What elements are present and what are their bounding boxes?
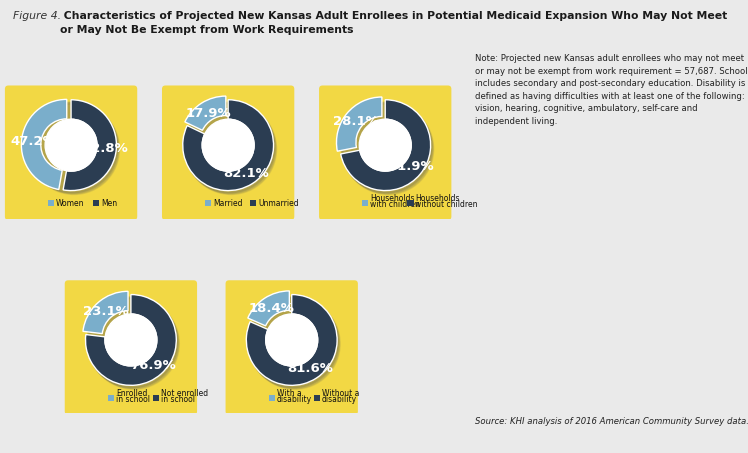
Text: Men: Men [101, 199, 117, 208]
Text: 28.1%: 28.1% [333, 115, 379, 128]
Text: disability: disability [322, 395, 357, 404]
Circle shape [202, 119, 254, 171]
Text: Married: Married [213, 199, 242, 208]
FancyBboxPatch shape [65, 280, 197, 415]
Circle shape [88, 298, 179, 388]
Text: Without a: Without a [322, 389, 359, 398]
Text: 23.1%: 23.1% [83, 305, 129, 318]
Text: Households: Households [370, 194, 414, 203]
Circle shape [27, 102, 117, 193]
Circle shape [342, 103, 433, 193]
Wedge shape [340, 100, 431, 191]
Text: 47.2%: 47.2% [10, 135, 56, 148]
Circle shape [185, 103, 276, 193]
Text: 81.6%: 81.6% [287, 361, 333, 375]
Text: disability: disability [277, 395, 312, 404]
Circle shape [45, 119, 97, 171]
Bar [269, 395, 275, 401]
Text: without children: without children [415, 200, 478, 209]
Circle shape [359, 119, 411, 171]
Text: 18.4%: 18.4% [248, 302, 294, 315]
Bar [251, 200, 257, 207]
Text: With a: With a [277, 389, 301, 398]
FancyBboxPatch shape [162, 86, 294, 220]
Text: 82.1%: 82.1% [223, 167, 269, 180]
Circle shape [88, 299, 180, 389]
Text: Source: KHI analysis of 2016 American Community Survey data.: Source: KHI analysis of 2016 American Co… [475, 417, 748, 426]
Wedge shape [83, 291, 128, 333]
Circle shape [186, 104, 277, 194]
Text: 71.9%: 71.9% [388, 160, 434, 173]
Text: Figure 4.: Figure 4. [13, 11, 61, 21]
Circle shape [266, 314, 318, 366]
Circle shape [105, 314, 157, 366]
Text: Not enrolled: Not enrolled [161, 389, 208, 398]
Wedge shape [248, 291, 289, 326]
Wedge shape [63, 100, 117, 191]
Circle shape [343, 104, 434, 194]
Text: in school: in school [161, 395, 195, 404]
Bar [205, 200, 211, 207]
Text: 52.8%: 52.8% [82, 142, 127, 154]
Text: with children: with children [370, 200, 420, 209]
Bar [408, 200, 414, 207]
Circle shape [28, 103, 119, 193]
FancyBboxPatch shape [226, 280, 358, 415]
Text: Unmarried: Unmarried [258, 199, 299, 208]
Bar [153, 395, 159, 401]
Circle shape [341, 102, 432, 193]
Circle shape [248, 298, 340, 388]
Bar [94, 200, 99, 207]
Bar [48, 200, 54, 207]
Text: Enrolled: Enrolled [116, 389, 147, 398]
Text: Women: Women [56, 199, 85, 208]
Circle shape [249, 299, 340, 389]
Bar [314, 395, 320, 401]
Text: Characteristics of Projected New Kansas Adult Enrollees in Potential Medicaid Ex: Characteristics of Projected New Kansas … [60, 11, 727, 35]
Wedge shape [22, 99, 67, 189]
Bar [108, 395, 114, 401]
FancyBboxPatch shape [319, 86, 451, 220]
Text: Note: Projected new Kansas adult enrollees who may not meet or may not be exempt: Note: Projected new Kansas adult enrolle… [475, 54, 747, 126]
Text: 17.9%: 17.9% [186, 106, 231, 120]
Text: in school: in school [116, 395, 150, 404]
Circle shape [87, 297, 177, 387]
Circle shape [184, 102, 275, 193]
Text: Households: Households [415, 194, 460, 203]
FancyBboxPatch shape [5, 86, 137, 220]
Wedge shape [85, 294, 177, 386]
Circle shape [248, 297, 338, 387]
Text: 76.9%: 76.9% [130, 358, 176, 371]
Wedge shape [246, 294, 337, 386]
Bar [362, 200, 368, 207]
Wedge shape [183, 100, 274, 191]
Circle shape [28, 104, 120, 194]
Wedge shape [337, 97, 382, 151]
Wedge shape [185, 96, 226, 130]
